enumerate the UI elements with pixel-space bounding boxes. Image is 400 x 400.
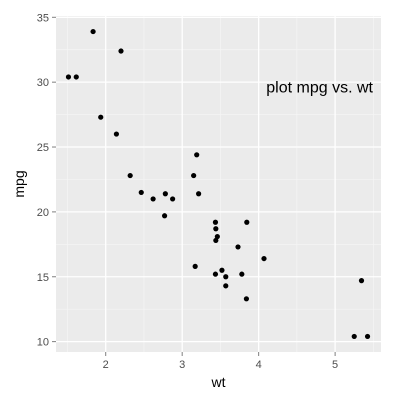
data-point <box>98 114 104 120</box>
y-tick-label: 20 <box>37 207 49 219</box>
major-gridlines <box>56 16 381 352</box>
x-tick-label: 2 <box>103 359 109 371</box>
data-point <box>212 219 219 225</box>
data-point <box>223 274 229 280</box>
y-tick-label: 35 <box>37 12 49 24</box>
data-point <box>235 244 241 250</box>
points-layer <box>65 28 371 340</box>
data-point <box>170 196 176 202</box>
data-point <box>212 271 219 277</box>
data-point <box>358 278 365 284</box>
y-tick-label: 10 <box>37 337 49 349</box>
annotation-label: plot mpg vs. wt <box>266 79 373 96</box>
data-point <box>243 296 250 302</box>
data-point <box>261 255 267 262</box>
data-point <box>223 283 229 289</box>
data-point <box>150 196 156 202</box>
data-point <box>113 131 120 137</box>
data-point <box>138 189 144 196</box>
data-point <box>162 191 168 197</box>
data-point <box>244 219 250 225</box>
data-point <box>213 226 219 232</box>
data-point <box>118 48 124 54</box>
x-tick-label: 4 <box>256 359 262 371</box>
data-point <box>364 333 371 340</box>
data-point <box>192 263 198 269</box>
y-tick-label: 30 <box>37 77 49 89</box>
x-axis-ticks: 2 3 4 5 <box>103 352 338 371</box>
data-point <box>194 152 200 158</box>
data-point <box>90 28 96 35</box>
x-tick-label: 3 <box>179 359 185 371</box>
data-point <box>196 191 202 197</box>
y-axis-ticks: 10 15 20 25 30 35 <box>37 12 56 349</box>
data-point <box>213 237 219 244</box>
data-point <box>161 213 168 219</box>
data-point <box>351 333 357 340</box>
annotation-layer: plot mpg vs. wt <box>266 79 373 96</box>
data-point <box>73 74 79 80</box>
data-point <box>65 74 72 80</box>
data-point <box>214 233 220 240</box>
data-point <box>127 172 133 179</box>
y-tick-label: 15 <box>37 272 49 284</box>
x-tick-label: 5 <box>332 359 338 371</box>
minor-gridlines <box>56 16 381 352</box>
x-axis-title: wt <box>211 374 226 390</box>
data-point <box>191 172 197 179</box>
y-axis-title: mpg <box>11 170 27 197</box>
data-point <box>239 271 245 277</box>
y-tick-label: 25 <box>37 142 49 154</box>
plot-panel <box>56 16 381 352</box>
data-point <box>219 267 225 273</box>
